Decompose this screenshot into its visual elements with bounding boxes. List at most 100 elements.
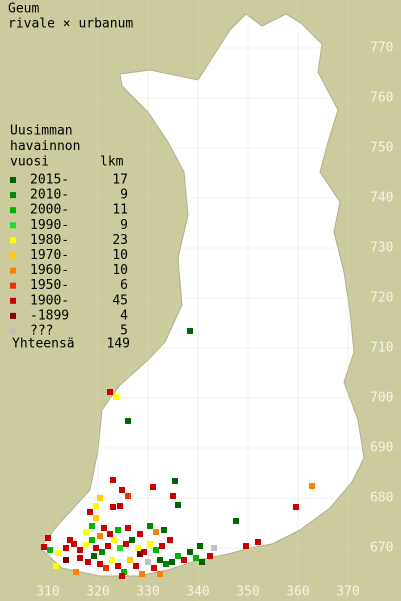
observation-square (105, 543, 111, 549)
observation-square (172, 478, 178, 484)
legend-header: Uusimman (10, 124, 73, 139)
legend-swatch (10, 222, 16, 229)
observation-square (55, 550, 61, 556)
observation-square (89, 537, 95, 543)
observation-square (41, 544, 47, 550)
legend-label: -1899 (30, 308, 69, 323)
observation-square (119, 487, 125, 493)
observation-square (135, 545, 141, 551)
observation-square (99, 549, 105, 555)
observation-square (93, 515, 99, 521)
observation-square (101, 525, 107, 531)
observation-square (121, 569, 127, 575)
observation-square (197, 543, 203, 549)
observation-square (255, 539, 261, 545)
legend-swatch (10, 192, 16, 199)
legend-swatch (10, 207, 16, 214)
legend-swatch (10, 237, 16, 244)
observation-square (125, 418, 131, 424)
observation-square (103, 565, 109, 571)
observation-square (147, 541, 153, 547)
legend-count: 5 (120, 324, 128, 339)
observation-square (293, 504, 299, 510)
finland (39, 13, 365, 577)
observation-square (175, 553, 181, 559)
legend-header: havainnon (10, 139, 80, 154)
observation-square (233, 518, 239, 524)
observation-square (175, 502, 181, 508)
easting-label: 340 (186, 585, 209, 600)
northing-label: 730 (370, 241, 393, 256)
observation-square (137, 551, 143, 557)
total-label: Yhteensä (12, 337, 75, 352)
observation-square (119, 573, 125, 579)
legend-label: 1980- (30, 233, 69, 248)
legend-count: 4 (120, 308, 128, 323)
observation-square (137, 531, 143, 537)
legend-count: 10 (112, 263, 128, 278)
observation-square (93, 545, 99, 551)
observation-square (113, 394, 119, 400)
observation-square (63, 545, 69, 551)
legend-label: 1960- (30, 263, 69, 278)
observation-square (53, 563, 59, 569)
legend-count: 17 (112, 173, 128, 188)
easting-label: 310 (36, 585, 59, 600)
observation-square (150, 484, 156, 490)
observation-square (97, 533, 103, 539)
observation-square (97, 495, 103, 501)
observation-square (187, 328, 193, 334)
observation-square (115, 563, 121, 569)
observation-square (157, 557, 163, 563)
observation-square (109, 557, 115, 563)
observation-square (47, 547, 53, 553)
legend-count: 10 (112, 248, 128, 263)
observation-square (87, 509, 93, 515)
observation-square (107, 389, 113, 395)
observation-square (147, 523, 153, 529)
observation-square (133, 563, 139, 569)
observation-square (117, 503, 123, 509)
observation-square (125, 525, 131, 531)
legend-header: vuosi (10, 155, 49, 170)
observation-square (127, 557, 133, 563)
legend-count: 6 (120, 278, 128, 293)
observation-square (193, 555, 199, 561)
northing-label: 720 (370, 291, 393, 306)
observation-square (153, 529, 159, 535)
observation-square (117, 545, 123, 551)
observation-square (125, 493, 131, 499)
legend-swatch (10, 282, 16, 289)
observation-square (73, 569, 79, 575)
observation-square (77, 555, 83, 561)
legend-count: 9 (120, 188, 128, 203)
legend-label: ??? (30, 324, 53, 339)
observation-square (167, 537, 173, 543)
observation-square (85, 559, 91, 565)
observation-square (181, 557, 187, 563)
legend-count: 11 (112, 203, 128, 218)
observation-square (309, 483, 315, 489)
observation-square (123, 541, 129, 547)
northing-label: 710 (370, 341, 393, 356)
observation-square (139, 571, 145, 577)
observation-square (89, 523, 95, 529)
legend-swatch (10, 252, 16, 259)
observation-square (163, 561, 169, 567)
northing-label: 670 (370, 541, 393, 556)
observation-square (187, 549, 193, 555)
legend-label: 2010- (30, 188, 69, 203)
observation-square (207, 553, 213, 559)
observation-square (141, 549, 147, 555)
observation-square (107, 531, 113, 537)
observation-square (243, 543, 249, 549)
observation-square (83, 529, 89, 535)
legend-swatch (10, 267, 16, 274)
legend-count: 45 (112, 293, 128, 308)
observation-square (170, 493, 176, 499)
total-count: 149 (107, 337, 130, 352)
easting-label: 370 (336, 585, 359, 600)
observation-square (161, 527, 167, 533)
northing-label: 690 (370, 441, 393, 456)
